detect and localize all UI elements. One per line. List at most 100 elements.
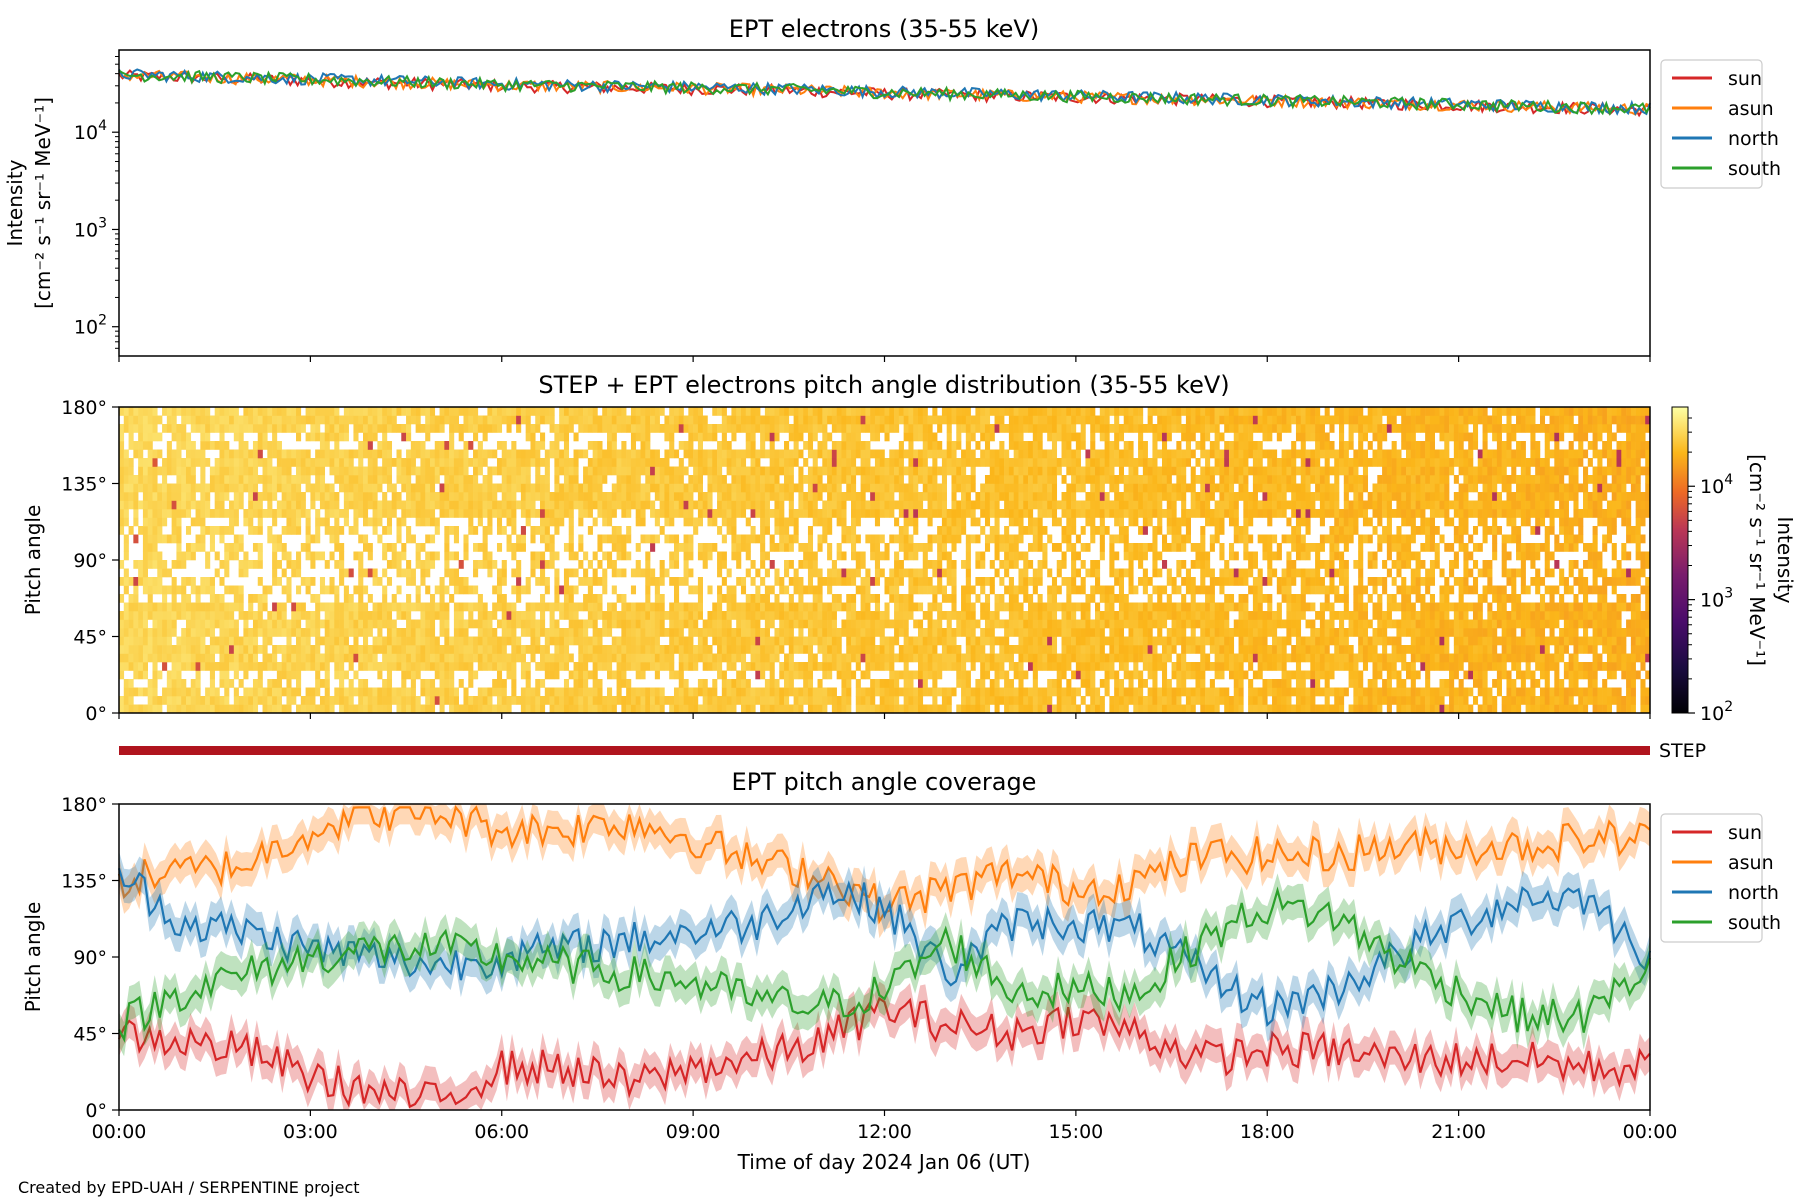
heatmap-cell bbox=[851, 543, 857, 552]
heatmap-cell bbox=[544, 466, 550, 476]
heatmap-cell bbox=[827, 509, 833, 518]
heatmap-cell bbox=[310, 458, 316, 467]
heatmap-cell bbox=[415, 619, 421, 629]
heatmap-cell bbox=[879, 415, 885, 425]
heatmap-cell bbox=[281, 619, 287, 629]
heatmap-cell bbox=[903, 696, 909, 705]
heatmap-cell bbox=[453, 551, 459, 561]
heatmap-cell bbox=[123, 534, 129, 544]
heatmap-cell bbox=[224, 619, 230, 629]
heatmap-cell bbox=[621, 407, 627, 416]
heatmap-cell bbox=[884, 585, 890, 595]
heatmap-cell bbox=[229, 407, 235, 416]
heatmap-cell bbox=[946, 526, 952, 535]
heatmap-cell bbox=[731, 687, 737, 697]
heatmap-cell bbox=[798, 577, 804, 586]
heatmap-cell bbox=[348, 662, 354, 671]
heatmap-cell bbox=[980, 636, 986, 646]
heatmap-cell bbox=[415, 551, 421, 561]
heatmap-cell bbox=[760, 636, 766, 646]
heatmap-cell bbox=[233, 551, 239, 561]
heatmap-cell bbox=[669, 407, 675, 416]
heatmap-cell bbox=[989, 696, 995, 705]
heatmap-cell bbox=[788, 619, 794, 629]
heatmap-cell bbox=[946, 432, 952, 442]
heatmap-cell bbox=[673, 687, 680, 697]
heatmap-cell bbox=[673, 534, 680, 544]
heatmap-cell bbox=[315, 619, 321, 629]
heatmap-cell bbox=[429, 611, 436, 620]
heatmap-cell bbox=[343, 517, 349, 527]
heatmap-cell bbox=[272, 704, 278, 714]
heatmap-cell bbox=[616, 424, 622, 433]
heatmap-cell bbox=[717, 628, 723, 637]
heatmap-cell bbox=[276, 670, 282, 680]
heatmap-cell bbox=[573, 483, 579, 493]
heatmap-cell bbox=[822, 534, 828, 544]
heatmap-cell bbox=[310, 662, 316, 671]
heatmap-cell bbox=[812, 458, 818, 467]
heatmap-cell bbox=[764, 662, 770, 671]
heatmap-cell bbox=[463, 551, 469, 561]
heatmap-cell bbox=[429, 679, 436, 688]
heatmap-cell bbox=[310, 492, 316, 501]
heatmap-cell bbox=[568, 466, 574, 476]
heatmap-cell bbox=[458, 560, 464, 569]
heatmap-cell bbox=[592, 636, 598, 646]
heatmap-cell bbox=[760, 483, 766, 493]
heatmap-cell bbox=[563, 432, 570, 442]
heatmap-cell bbox=[492, 560, 498, 569]
heatmap-cell bbox=[697, 424, 703, 433]
heatmap-cell bbox=[300, 704, 306, 714]
heatmap-cell bbox=[496, 466, 503, 476]
heatmap-cell bbox=[377, 687, 383, 697]
heatmap-cell bbox=[568, 704, 574, 714]
heatmap-cell bbox=[219, 424, 225, 433]
heatmap-cell bbox=[138, 645, 144, 654]
heatmap-cell bbox=[358, 475, 364, 484]
heatmap-cell bbox=[664, 628, 670, 637]
heatmap-cell bbox=[702, 636, 708, 646]
heatmap-cell bbox=[717, 483, 723, 493]
heatmap-cell bbox=[889, 696, 895, 705]
panel1-ylabel-line2: [cm⁻² s⁻¹ sr⁻¹ MeV⁻¹] bbox=[31, 97, 55, 309]
heatmap-cell bbox=[855, 492, 861, 501]
heatmap-cell bbox=[511, 602, 517, 612]
heatmap-cell bbox=[190, 441, 196, 450]
heatmap-cell bbox=[434, 449, 440, 459]
heatmap-cell bbox=[123, 645, 129, 654]
heatmap-cell bbox=[386, 500, 393, 510]
heatmap-cell bbox=[764, 449, 770, 459]
heatmap-cell bbox=[367, 551, 373, 561]
heatmap-cell bbox=[224, 696, 230, 705]
heatmap-cell bbox=[626, 628, 632, 637]
heatmap-cell bbox=[592, 466, 598, 476]
heatmap-cell bbox=[296, 492, 302, 501]
heatmap-cell bbox=[315, 551, 321, 561]
heatmap-cell bbox=[769, 645, 775, 654]
heatmap-cell bbox=[937, 441, 943, 450]
heatmap-cell bbox=[458, 585, 464, 595]
heatmap-cell bbox=[851, 619, 857, 629]
heatmap-cell bbox=[712, 424, 718, 433]
heatmap-cell bbox=[243, 662, 249, 671]
heatmap-cell bbox=[654, 602, 660, 612]
heatmap-cell bbox=[530, 458, 536, 467]
heatmap-cell bbox=[779, 704, 785, 714]
heatmap-cell bbox=[721, 441, 727, 450]
heatmap-cell bbox=[846, 670, 852, 680]
heatmap-cell bbox=[449, 415, 455, 425]
heatmap-cell bbox=[587, 509, 593, 518]
heatmap-cell bbox=[611, 568, 617, 578]
heatmap-cell bbox=[157, 577, 163, 586]
heatmap-cell bbox=[717, 704, 723, 714]
heatmap-cell bbox=[841, 628, 847, 637]
heatmap-cell bbox=[879, 636, 885, 646]
heatmap-cell bbox=[444, 602, 450, 612]
heatmap-cell bbox=[587, 653, 593, 663]
heatmap-cell bbox=[286, 483, 292, 493]
heatmap-cell bbox=[554, 483, 560, 493]
heatmap-cell bbox=[559, 645, 565, 654]
heatmap-cell bbox=[731, 628, 737, 637]
heatmap-cell bbox=[281, 653, 287, 663]
